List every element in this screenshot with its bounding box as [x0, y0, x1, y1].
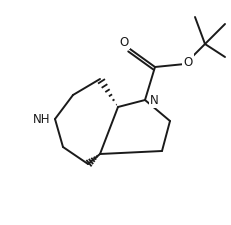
Text: O: O: [182, 55, 192, 68]
Text: O: O: [119, 35, 128, 48]
Text: N: N: [149, 94, 158, 107]
Text: NH: NH: [33, 113, 51, 126]
